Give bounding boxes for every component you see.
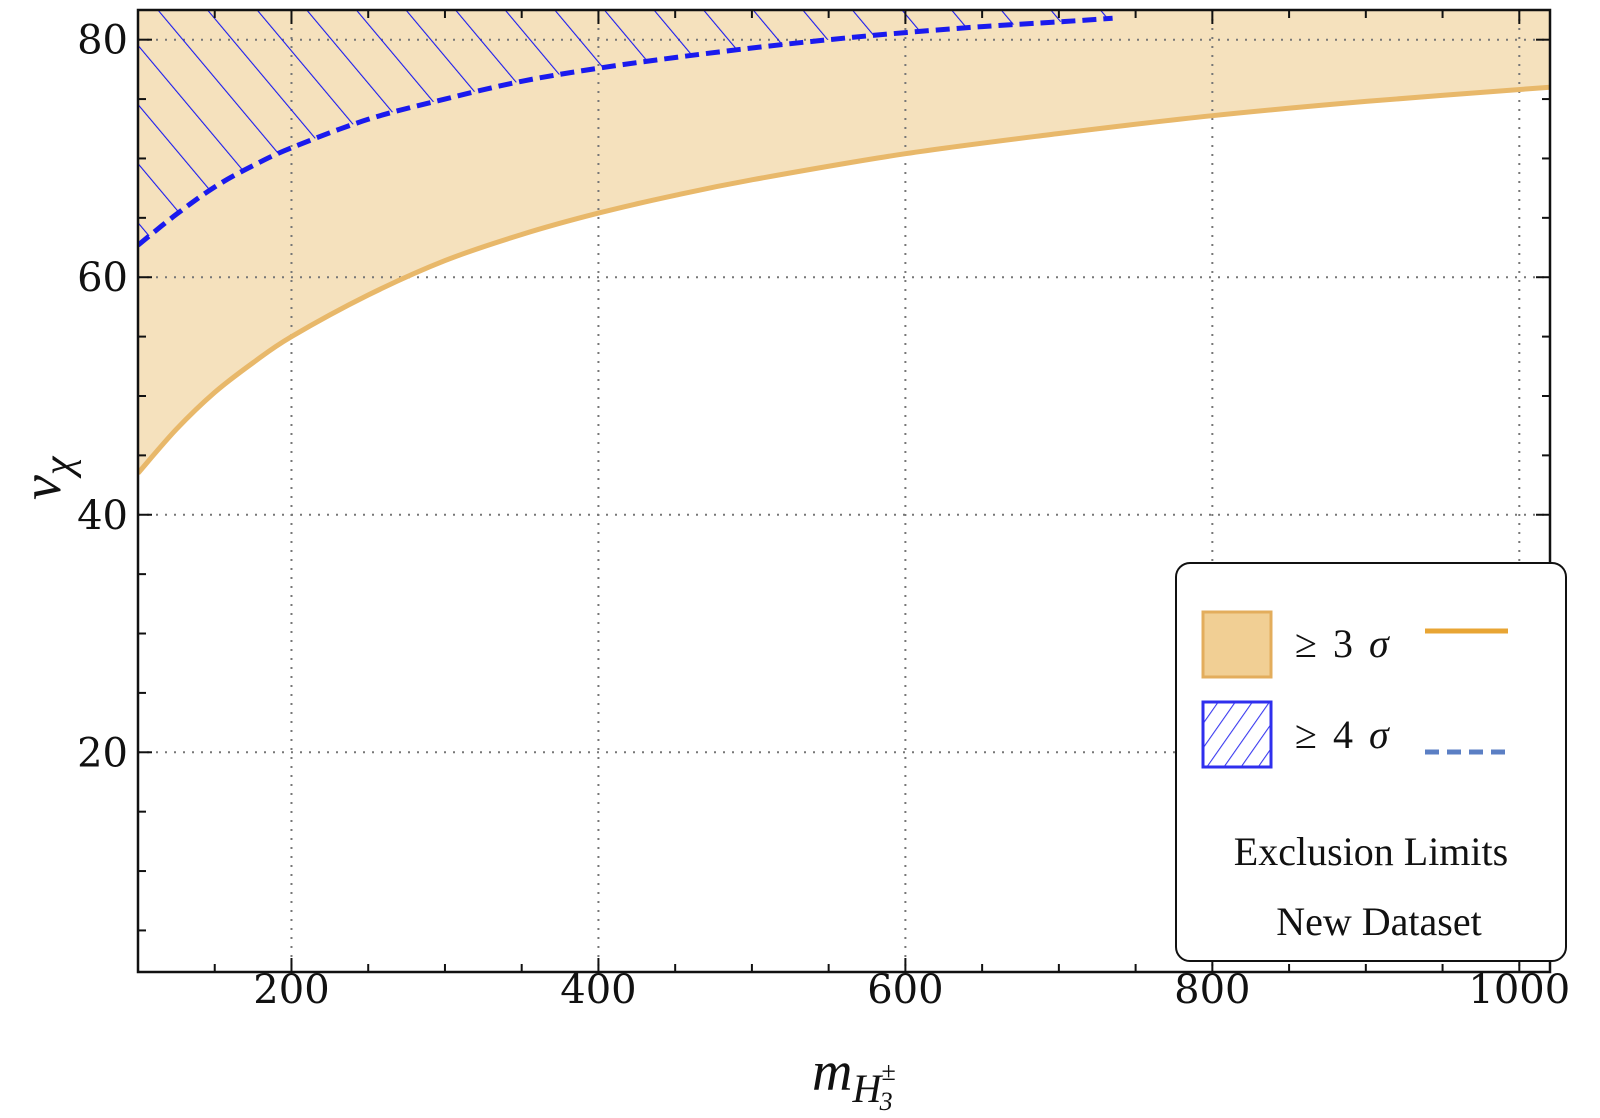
y-axis-label-main: v (11, 475, 73, 500)
legend-4-sigma-number: 4 (1333, 712, 1353, 757)
legend-4-sigma-symbol: ≥ (1295, 712, 1317, 757)
y-axis-label-sub: χ (36, 455, 82, 479)
legend-swatch-3-sigma (1201, 610, 1273, 679)
x-tick-label-400: 400 (560, 967, 636, 1013)
plot-area (138, 10, 1550, 972)
x-axis-label: mH± 3 (812, 1041, 896, 1116)
legend-3-sigma-greek: σ (1369, 621, 1390, 666)
x-tick-label-600: 600 (867, 967, 943, 1013)
x-axis-label-main: m (812, 1041, 852, 1103)
legend-label-3-sigma: ≥ 3 σ (1295, 621, 1390, 666)
axis-tick-labels: 200 400 600 800 1000 20 40 60 80 (77, 18, 1570, 1013)
legend: ≥ 3 σ ≥ 4 σ Exclusion Limits New Dataset (1175, 562, 1567, 962)
x-tick-label-1000: 1000 (1468, 967, 1570, 1013)
y-tick-label-80: 80 (77, 18, 128, 64)
y-axis-label: vχ (11, 455, 82, 500)
line-3-sigma-boundary (138, 84, 1550, 475)
x-axis-label-sub: H (851, 1066, 883, 1111)
legend-caption-line-2: New Dataset (1276, 899, 1481, 944)
legend-3-sigma-symbol: ≥ (1295, 621, 1317, 666)
y-tick-label-40: 40 (77, 493, 128, 539)
legend-caption-line-1: Exclusion Limits (1234, 829, 1508, 874)
x-axis-label-sup: ± (881, 1057, 895, 1086)
x-tick-label-200: 200 (253, 967, 329, 1013)
legend-3-sigma-number: 3 (1333, 621, 1353, 666)
line-4-sigma-boundary (138, 15, 1113, 248)
plot-frame (136, 8, 1552, 974)
legend-swatch-4-sigma (1201, 700, 1273, 769)
legend-box (1175, 562, 1567, 962)
x-tick-label-800: 800 (1174, 967, 1250, 1013)
legend-label-4-sigma: ≥ 4 σ (1295, 712, 1390, 757)
band-4-sigma-hatch (138, 10, 1113, 246)
x-axis-label-subsub: 3 (879, 1087, 893, 1116)
legend-4-sigma-greek: σ (1369, 712, 1390, 757)
y-tick-label-20: 20 (77, 730, 128, 776)
y-tick-label-60: 60 (77, 255, 128, 301)
band-3-sigma-fill (138, 10, 1550, 474)
